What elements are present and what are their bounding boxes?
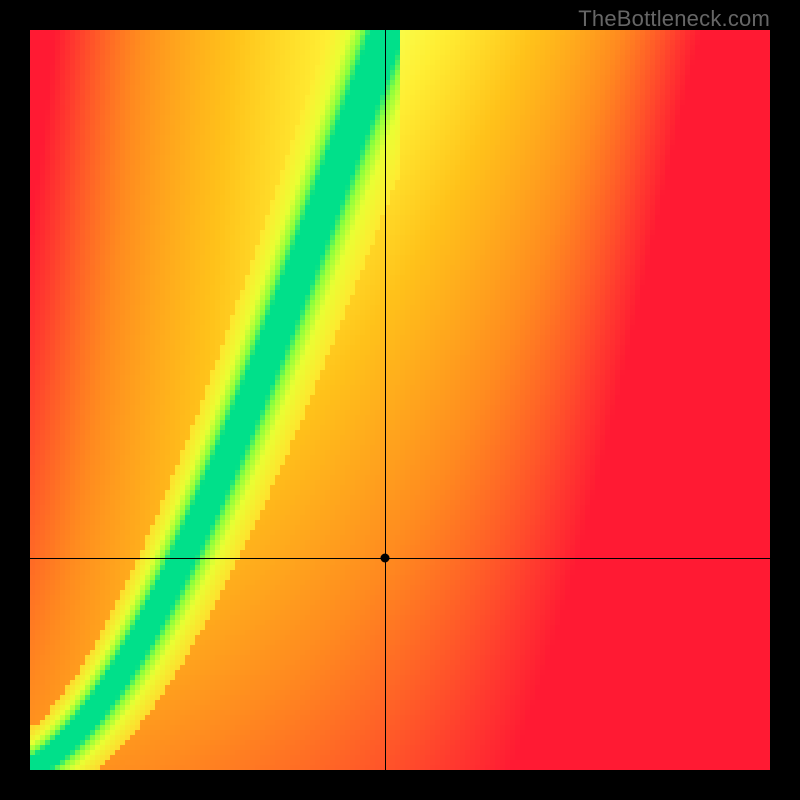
marker-dot [381, 554, 390, 563]
heatmap-canvas [30, 30, 770, 770]
watermark-text: TheBottleneck.com [578, 6, 770, 32]
crosshair-vertical [385, 30, 386, 770]
heatmap-plot [30, 30, 770, 770]
crosshair-horizontal [30, 558, 770, 559]
